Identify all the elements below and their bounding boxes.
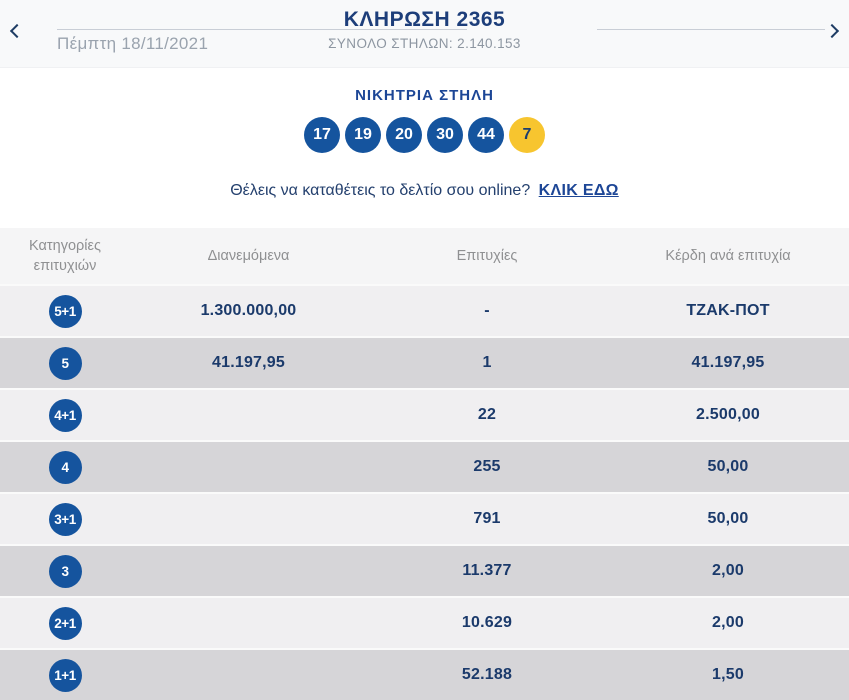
cell-prize: 1,50 bbox=[712, 666, 744, 683]
category-badge: 4 bbox=[48, 450, 82, 484]
cta-text: Θέλεις να καταθέτεις το δελτίο σου onlin… bbox=[230, 182, 531, 199]
cell-winners: 10.629 bbox=[461, 614, 513, 631]
table-row: 3 11.377 2,00 bbox=[0, 544, 849, 596]
number-ball: 19 bbox=[345, 117, 381, 153]
cell-winners: 791 bbox=[473, 510, 501, 527]
cell-prize: 50,00 bbox=[707, 458, 749, 475]
header-winners: Επιτυχίες bbox=[456, 248, 518, 264]
cell-prize: ΤΖΑΚ-ΠΟΤ bbox=[686, 302, 770, 319]
cell-prize: 41.197,95 bbox=[691, 354, 765, 371]
cell-winners: 22 bbox=[477, 406, 497, 423]
table-row: 5+1 1.300.000,00 - ΤΖΑΚ-ΠΟΤ bbox=[0, 284, 849, 336]
table-row: 1+1 52.188 1,50 bbox=[0, 648, 849, 700]
table-row: 4+1 22 2.500,00 bbox=[0, 388, 849, 440]
cell-winners: 11.377 bbox=[462, 562, 512, 579]
table-row: 4 255 50,00 bbox=[0, 440, 849, 492]
draw-date: Πέμπτη 18/11/2021 bbox=[57, 34, 209, 53]
cell-distributed: 41.197,95 bbox=[212, 354, 285, 371]
table-row: 2+1 10.629 2,00 bbox=[0, 596, 849, 648]
cell-prize: 2,00 bbox=[712, 562, 744, 579]
cell-winners: 52.188 bbox=[461, 666, 513, 683]
category-badge: 4+1 bbox=[48, 398, 82, 432]
winning-column-heading: ΝΙΚΗΤΡΙΑ ΣΤΗΛΗ bbox=[355, 87, 494, 104]
number-ball: 17 bbox=[304, 117, 340, 153]
number-ball: 20 bbox=[386, 117, 422, 153]
number-ball: 44 bbox=[468, 117, 504, 153]
category-badge: 1+1 bbox=[48, 658, 82, 692]
header-divider-right bbox=[597, 29, 825, 30]
table-row: 5 41.197,95 1 41.197,95 bbox=[0, 336, 849, 388]
total-columns-label: ΣΥΝΟΛΟ ΣΤΗΛΩΝ: 2.140.153 bbox=[328, 36, 521, 51]
table-header-row: Κατηγορίες επιτυχιών Διανεμόμενα Επιτυχί… bbox=[0, 228, 849, 284]
winning-numbers: 17 19 20 30 44 7 bbox=[0, 117, 849, 153]
cell-winners: 1 bbox=[482, 354, 492, 371]
cell-prize: 2,00 bbox=[712, 614, 744, 631]
cell-distributed: 1.300.000,00 bbox=[200, 302, 297, 319]
next-draw-button[interactable] bbox=[821, 20, 843, 42]
cell-prize: 2.500,00 bbox=[696, 406, 760, 423]
category-badge: 5 bbox=[48, 346, 82, 380]
header-divider-left bbox=[57, 29, 467, 30]
draw-title: ΚΛΗΡΩΣΗ 2365 bbox=[343, 8, 506, 31]
header-prize: Κέρδη ανά επιτυχία bbox=[665, 248, 791, 264]
cell-prize: 50,00 bbox=[707, 510, 749, 527]
cell-winners: 255 bbox=[473, 458, 501, 475]
header-category: Κατηγορίες επιτυχιών bbox=[29, 237, 101, 274]
chevron-right-icon bbox=[824, 23, 840, 39]
results-table: Κατηγορίες επιτυχιών Διανεμόμενα Επιτυχί… bbox=[0, 228, 849, 700]
cta-link[interactable]: ΚΛΙΚ ΕΔΩ bbox=[538, 182, 619, 199]
category-badge: 3 bbox=[48, 554, 82, 588]
joker-ball: 7 bbox=[509, 117, 545, 153]
category-badge: 5+1 bbox=[48, 294, 82, 328]
category-badge: 3+1 bbox=[48, 502, 82, 536]
online-cta: Θέλεις να καταθέτεις το δελτίο σου onlin… bbox=[0, 182, 849, 200]
table-row: 3+1 791 50,00 bbox=[0, 492, 849, 544]
header-distributed: Διανεμόμενα bbox=[207, 248, 290, 264]
cell-winners: - bbox=[484, 302, 490, 319]
draw-header: ΚΛΗΡΩΣΗ 2365 ΣΥΝΟΛΟ ΣΤΗΛΩΝ: 2.140.153 Πέ… bbox=[0, 0, 849, 68]
number-ball: 30 bbox=[427, 117, 463, 153]
category-badge: 2+1 bbox=[48, 606, 82, 640]
